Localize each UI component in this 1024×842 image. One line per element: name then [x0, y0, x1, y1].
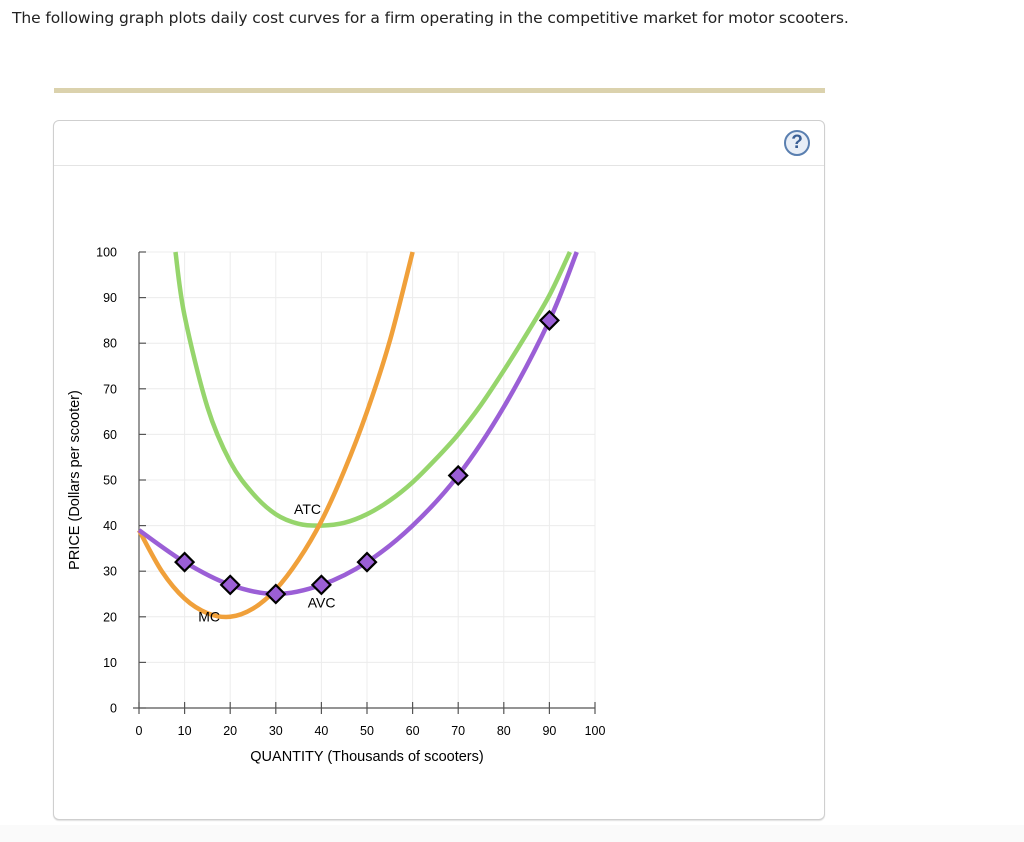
graph-panel: ? — [53, 120, 825, 820]
y-tick-label: 20 — [103, 610, 117, 624]
x-tick-label: 0 — [136, 724, 143, 738]
avc-label: AVC — [308, 595, 336, 611]
intro-text: The following graph plots daily cost cur… — [12, 9, 849, 27]
diamond-marker-icon[interactable] — [447, 464, 469, 486]
x-tick-label: 60 — [406, 724, 420, 738]
atc-label: ATC — [294, 501, 321, 517]
curve-labels: ATC MC AVC — [198, 501, 335, 624]
avc-markers[interactable] — [174, 309, 560, 605]
x-tick-label: 30 — [269, 724, 283, 738]
divider-bar — [54, 88, 825, 93]
x-tick-label: 40 — [314, 724, 328, 738]
y-tick-label: 0 — [110, 702, 117, 716]
y-axis-label: PRICE (Dollars per scooter) — [67, 390, 83, 570]
atc-curve — [173, 251, 572, 528]
y-tick-label: 100 — [96, 246, 117, 260]
mc-label: MC — [198, 608, 220, 624]
axes: 0 10 20 30 40 50 60 70 80 90 100 0 10 20 30 40 50 60 70 80 9… — [96, 246, 605, 739]
x-tick-label: 50 — [360, 724, 374, 738]
diamond-marker-icon[interactable] — [310, 574, 332, 596]
x-tick-label: 80 — [497, 724, 511, 738]
bottom-strip — [0, 825, 1024, 842]
x-axis-label: QUANTITY (Thousands of scooters) — [250, 749, 483, 765]
y-tick-label: 40 — [103, 519, 117, 533]
x-tick-label: 100 — [585, 724, 606, 738]
diamond-marker-icon[interactable] — [538, 309, 560, 331]
panel-header: ? — [54, 121, 824, 166]
diamond-marker-icon[interactable] — [174, 551, 196, 573]
diamond-marker-icon[interactable] — [265, 583, 287, 605]
x-tick-label: 70 — [451, 724, 465, 738]
diamond-marker-icon[interactable] — [356, 551, 378, 573]
diamond-marker-icon[interactable] — [219, 574, 241, 596]
y-tick-label: 30 — [103, 565, 117, 579]
y-tick-label: 10 — [103, 656, 117, 670]
avc-curve — [137, 251, 579, 597]
grid-lines — [139, 251, 596, 708]
x-tick-label: 10 — [178, 724, 192, 738]
y-tick-label: 90 — [103, 291, 117, 305]
y-tick-label: 80 — [103, 337, 117, 351]
x-tick-label: 90 — [542, 724, 556, 738]
y-tick-label: 70 — [103, 382, 117, 396]
y-tick-label: 60 — [103, 428, 117, 442]
y-tick-label: 50 — [103, 474, 117, 488]
help-button[interactable]: ? — [784, 130, 810, 156]
question-circle-icon: ? — [791, 132, 803, 153]
x-tick-label: 20 — [223, 724, 237, 738]
